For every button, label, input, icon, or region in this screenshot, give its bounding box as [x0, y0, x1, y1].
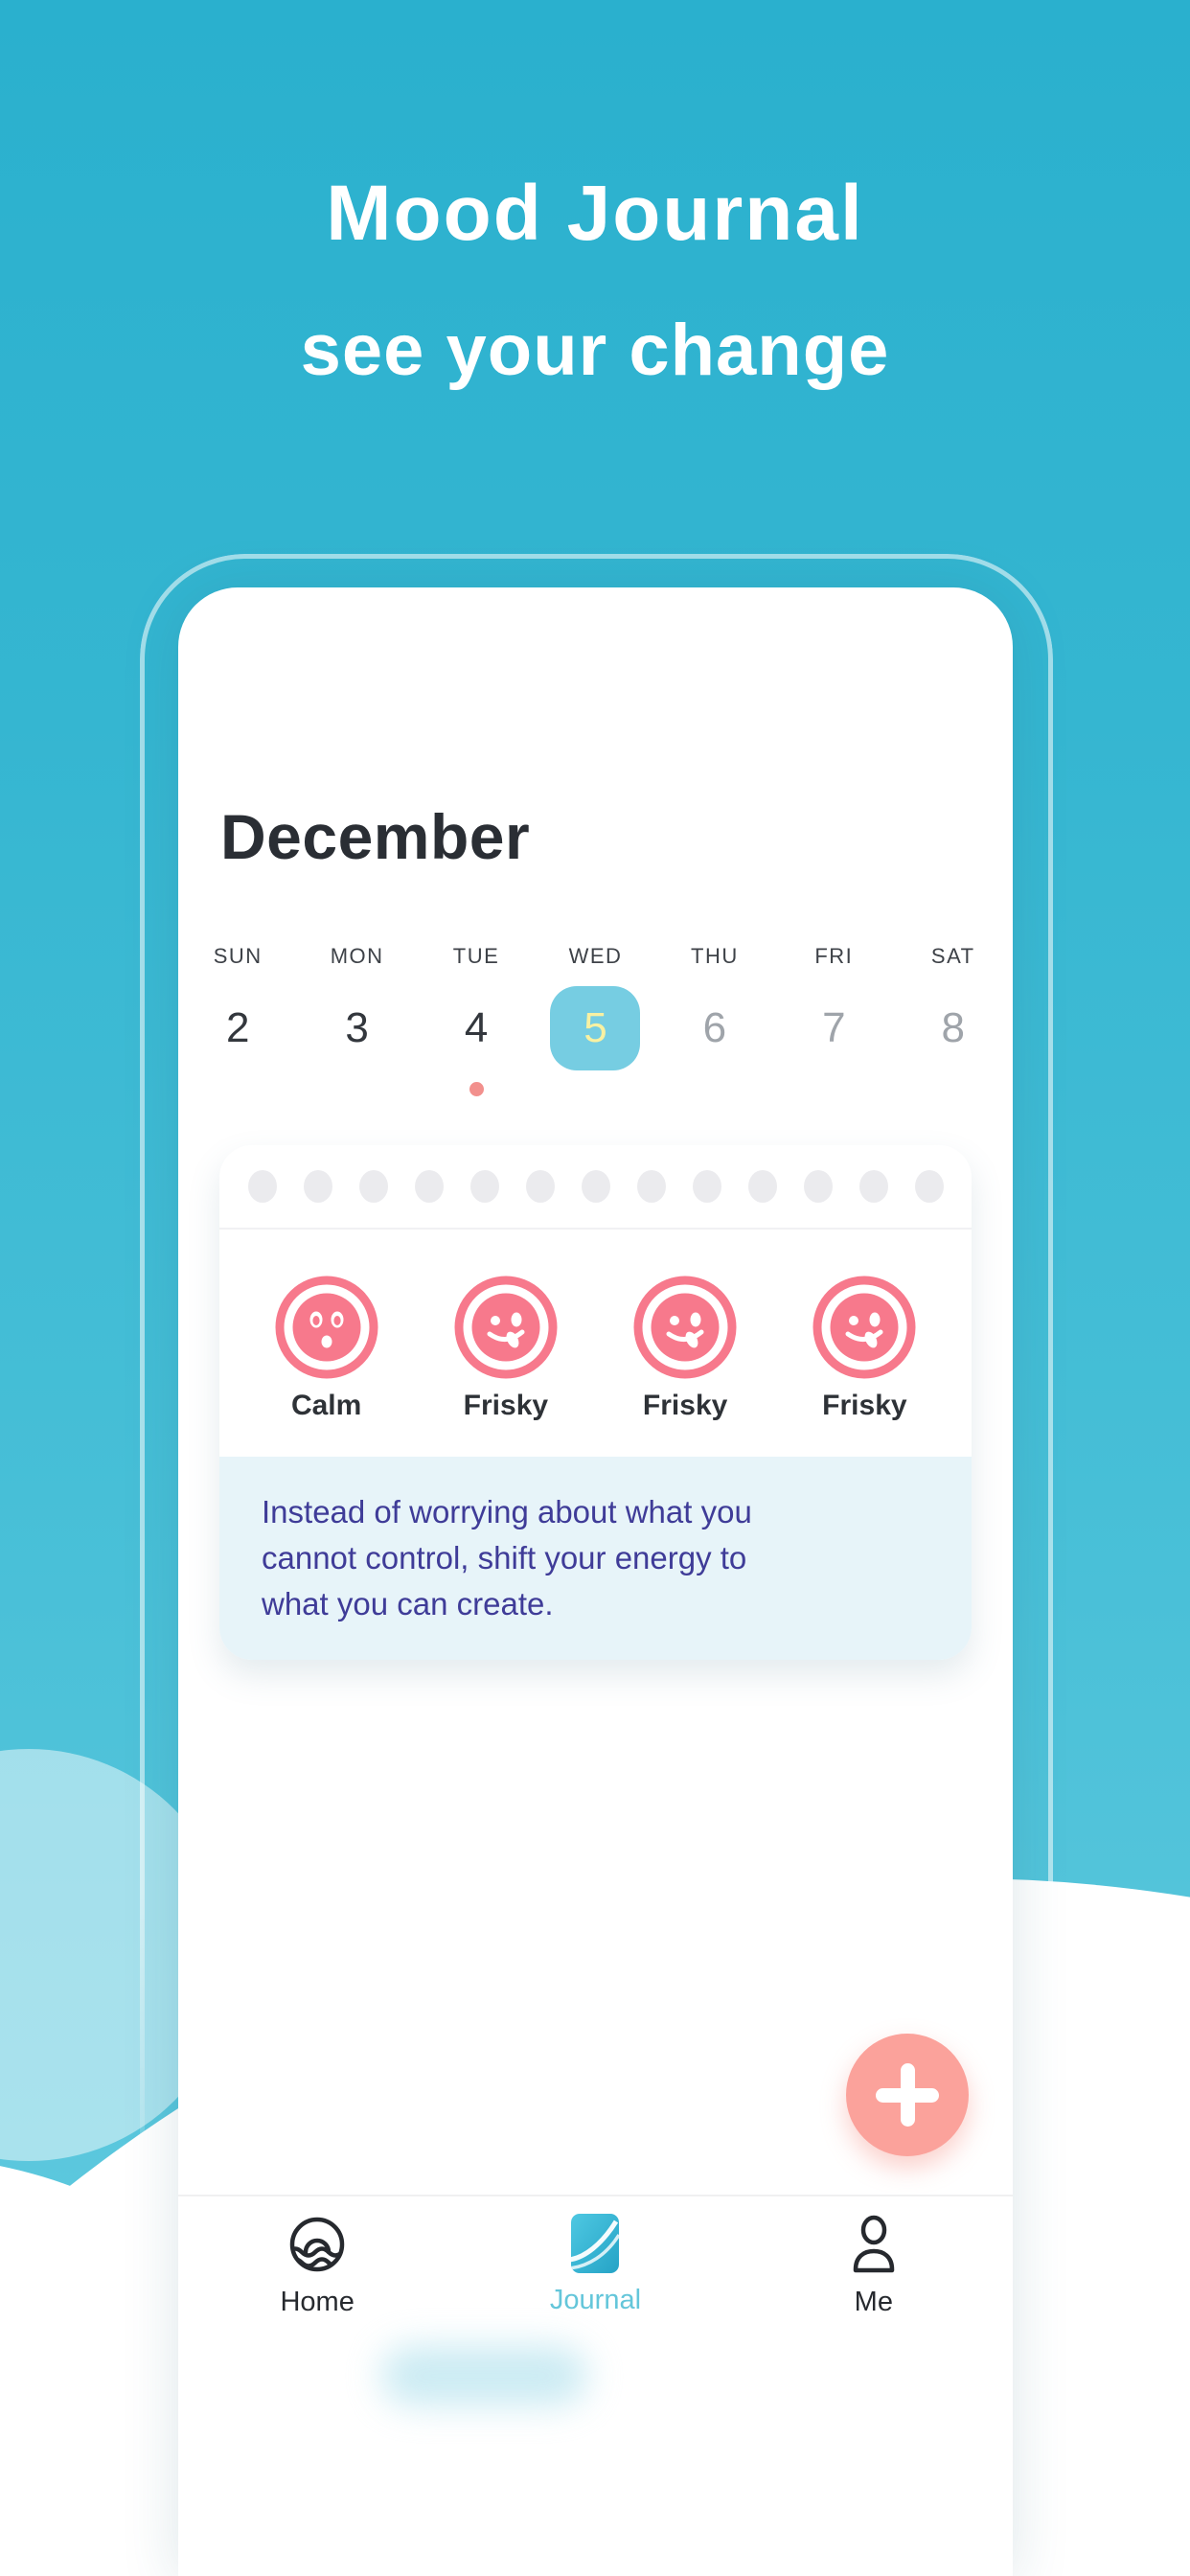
binding-dot [358, 1170, 388, 1203]
nav-label-me: Me [854, 2287, 893, 2317]
binding-dot [858, 1170, 888, 1203]
calendar-day-cell[interactable]: 8 [941, 1004, 965, 1051]
mood-entry[interactable]: Frisky [630, 1273, 740, 1422]
nav-label-journal: Journal [549, 2285, 642, 2315]
mood-row: Calm Frisky [219, 1230, 972, 1455]
weekday-label: THU [691, 944, 739, 968]
nav-item-me[interactable]: Me [735, 2196, 1013, 2348]
phone-screen: December SUN MON TUE WED THU FRI SAT 2 3… [178, 587, 1013, 2576]
mood-entry[interactable]: Calm [272, 1273, 381, 1422]
journal-icon [571, 2214, 620, 2273]
weekday-label: SAT [930, 944, 975, 968]
calendar-day-cell[interactable]: 2 [225, 1004, 250, 1051]
weekday-label: MON [330, 944, 384, 968]
quote-line: what you can create. [262, 1586, 554, 1622]
mood-face-frisky-icon [633, 1276, 737, 1378]
mood-entry[interactable]: Frisky [810, 1273, 919, 1422]
mood-label: Calm [290, 1389, 362, 1421]
binding-dot [747, 1170, 777, 1203]
page-title: Mood Journal [326, 170, 864, 257]
mood-label: Frisky [822, 1389, 907, 1421]
weekday-label: TUE [452, 944, 500, 968]
phone-bottom-reflection [381, 2346, 587, 2405]
daily-quote-panel: Instead of worrying about what you canno… [219, 1457, 972, 1660]
mood-face-frisky-icon [812, 1276, 916, 1378]
journal-entry-card: Calm Frisky [219, 1145, 972, 1660]
binding-dot [303, 1170, 332, 1203]
day-entry-dot [469, 1082, 484, 1096]
binding-dot [803, 1170, 833, 1203]
mood-entry[interactable]: Frisky [451, 1273, 561, 1422]
binding-dot [247, 1170, 277, 1203]
me-icon [853, 2215, 895, 2273]
binding-dot [914, 1170, 944, 1203]
weekday-label: SUN [213, 944, 263, 968]
calendar-day-cell[interactable]: 3 [345, 1004, 369, 1051]
bottom-nav-bar: Home Journal [178, 2195, 1013, 2348]
mood-face-frisky-icon [454, 1276, 558, 1378]
mood-label: Frisky [463, 1389, 549, 1421]
calendar-month-title: December [220, 801, 531, 872]
quote-line: cannot control, shift your energy to [262, 1540, 747, 1576]
binding-dot [414, 1170, 444, 1203]
nav-label-home: Home [280, 2287, 355, 2317]
binding-dot [581, 1170, 610, 1203]
binding-dot [636, 1170, 666, 1203]
calendar-day-cell[interactable]: 7 [822, 1004, 846, 1051]
calendar-date-row: 2 3 4 5 6 7 8 [178, 984, 1013, 1072]
calendar-day-cell[interactable]: 4 [464, 1004, 489, 1051]
nav-item-journal[interactable]: Journal [456, 2196, 734, 2348]
mood-label: Frisky [642, 1389, 728, 1421]
calendar-day-cell[interactable]: 6 [702, 1004, 727, 1051]
calendar-day-cell-selected[interactable]: 5 [536, 984, 654, 1072]
binding-dot [525, 1170, 555, 1203]
home-icon [289, 2217, 345, 2272]
weekday-label: FRI [814, 944, 854, 968]
mood-face-calm-icon [275, 1276, 378, 1378]
selected-day-tile[interactable]: 5 [550, 986, 641, 1070]
binding-dot [692, 1170, 721, 1203]
quote-line: Instead of worrying about what you [262, 1494, 752, 1530]
plus-icon [901, 2063, 915, 2127]
weekday-label: WED [568, 944, 623, 968]
journal-binding-strip [219, 1145, 972, 1230]
calendar-weekday-row: SUN MON TUE WED THU FRI SAT [178, 944, 1013, 969]
page-subtitle: see your change [300, 310, 890, 391]
binding-dot [469, 1170, 499, 1203]
add-entry-button[interactable] [846, 2034, 969, 2156]
nav-item-home[interactable]: Home [178, 2196, 456, 2348]
